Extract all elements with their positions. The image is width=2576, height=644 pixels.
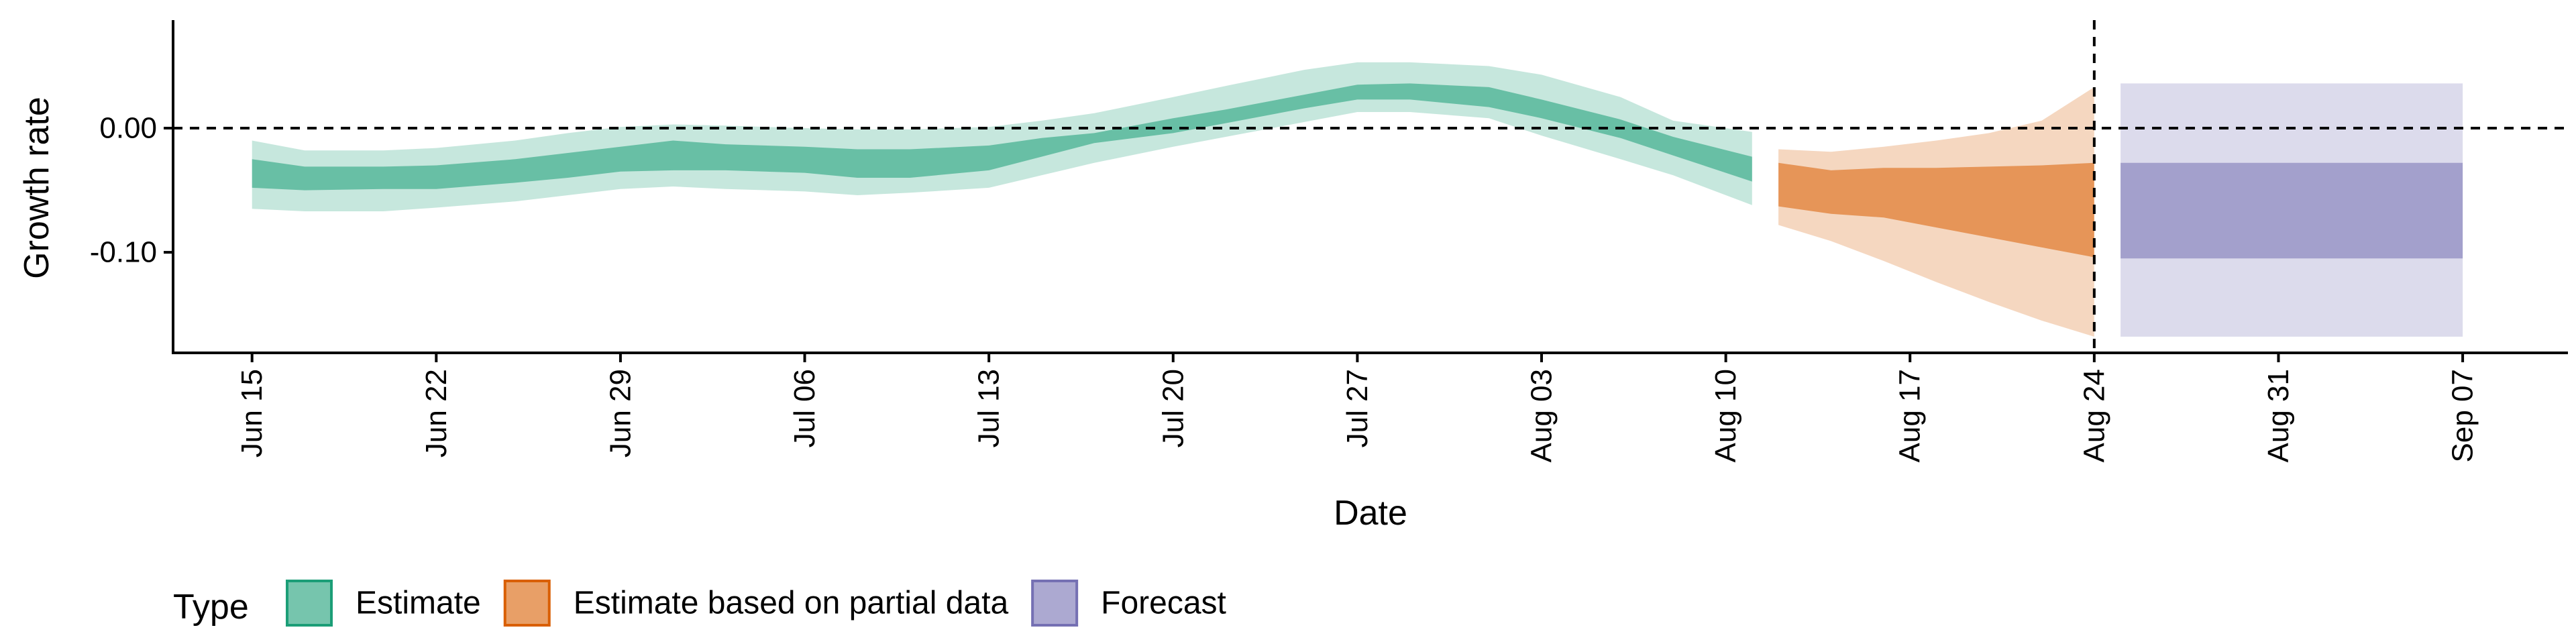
x-tick-label: Aug 03	[1525, 369, 1558, 462]
band-outer-estimate	[252, 62, 1752, 212]
x-axis-title: Date	[1334, 494, 1407, 533]
band-inner-estimate-based-on-partial-data	[1778, 162, 2094, 258]
y-tick-label: 0.00	[99, 112, 157, 145]
y-axis-title: Growth rate	[17, 97, 56, 279]
y-tick-label: -0.10	[90, 236, 157, 269]
x-tick-label: Jun 29	[604, 369, 637, 458]
legend-item-estimate: Estimate	[286, 580, 481, 627]
x-ticks: Jun 15 Jun 22 Jun 29 Jul 06 Jul 13 Jul 20 Jul …	[235, 353, 2479, 462]
legend-item-forecast: Forecast	[1031, 580, 1226, 627]
x-tick-label: Jul 27	[1341, 369, 1374, 447]
x-tick-label: Aug 10	[1709, 369, 1742, 462]
legend: Type Estimate Estimate based on partial d…	[173, 580, 1226, 627]
x-tick-label: Jul 13	[973, 369, 1006, 447]
x-tick-label: Jun 15	[235, 369, 268, 458]
legend-key	[1031, 580, 1079, 627]
x-tick-label: Jun 22	[420, 369, 453, 458]
band-inner-estimate	[252, 83, 1752, 191]
x-tick-label: Sep 07	[2447, 369, 2479, 462]
x-tick-label: Aug 17	[1894, 369, 1927, 462]
legend-key	[503, 580, 551, 627]
legend-label: Forecast	[1101, 586, 1226, 621]
series-bands	[252, 62, 2463, 337]
y-ticks: 0.00 -0.10	[90, 112, 173, 269]
band-inner-forecast	[2121, 162, 2463, 259]
x-tick-label: Jul 20	[1157, 369, 1189, 447]
legend-item-estimate-based-on-partial-data: Estimate based on partial data	[503, 580, 1009, 627]
legend-label: Estimate based on partial data	[574, 586, 1009, 621]
legend-key	[286, 580, 333, 627]
legend-title: Type	[173, 588, 249, 627]
reference-lines	[173, 20, 2568, 353]
x-tick-label: Jul 06	[788, 369, 821, 447]
x-tick-label: Aug 24	[2078, 369, 2110, 462]
axes	[172, 20, 2568, 354]
legend-label: Estimate	[356, 586, 481, 621]
x-tick-label: Aug 31	[2262, 369, 2295, 462]
